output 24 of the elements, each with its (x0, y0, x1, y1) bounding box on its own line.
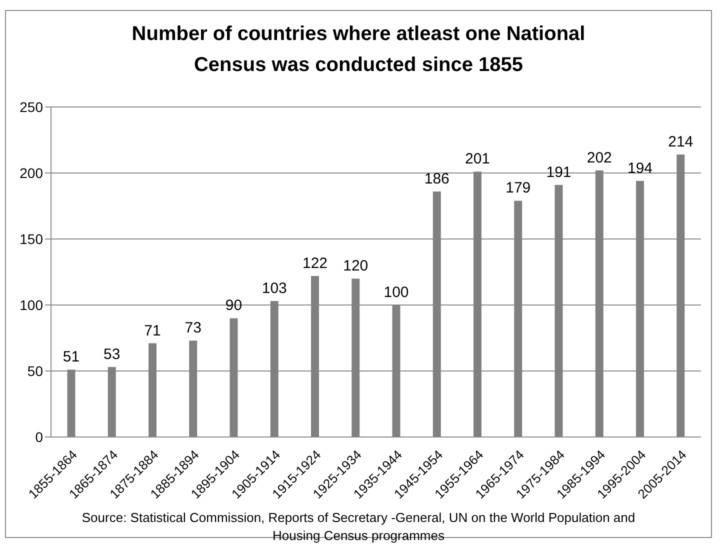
data-label: 71 (144, 322, 161, 340)
y-tick-label: 100 (20, 296, 44, 313)
data-label: 53 (104, 346, 120, 364)
data-label: 202 (586, 149, 612, 166)
y-tick-label: 50 (27, 362, 44, 379)
data-label: 194 (627, 160, 653, 177)
data-label: 100 (384, 284, 409, 301)
data-label: 73 (184, 320, 202, 337)
data-label: 186 (424, 170, 450, 188)
data-label: 103 (262, 280, 287, 298)
data-label: 90 (225, 297, 242, 314)
data-label: 179 (506, 180, 531, 197)
source-note: Source: Statistical Commission, Reports of Secretary -General, UN on the World Population and Housing Census programmes (80, 509, 636, 545)
y-tick-label: 0 (35, 428, 44, 445)
data-label: 120 (343, 258, 368, 275)
data-label: 214 (668, 134, 694, 151)
y-tick-label: 200 (20, 164, 44, 181)
data-label: 122 (302, 254, 328, 272)
data-label: 51 (62, 348, 80, 366)
data-label: 201 (464, 150, 490, 168)
y-tick-label: 150 (20, 230, 44, 247)
data-label: 191 (546, 164, 572, 181)
chart-title: Number of countries where atleast one National Census was conducted since 1855 (130, 22, 586, 78)
y-tick-label: 250 (20, 98, 44, 115)
